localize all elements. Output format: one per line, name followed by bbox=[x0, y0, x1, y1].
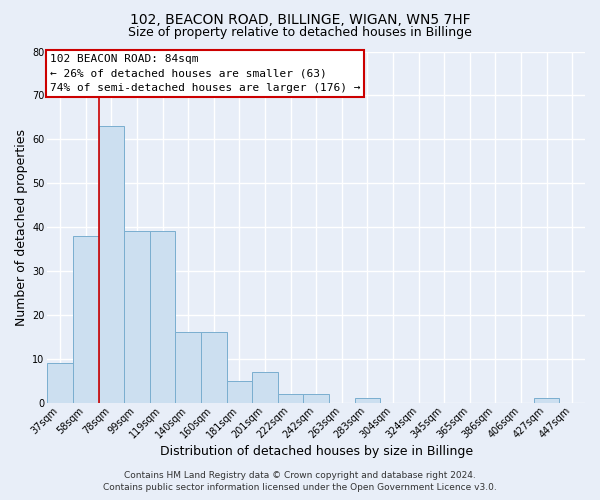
Bar bbox=[252, 372, 278, 402]
Bar bbox=[304, 394, 329, 402]
Text: 102, BEACON ROAD, BILLINGE, WIGAN, WN5 7HF: 102, BEACON ROAD, BILLINGE, WIGAN, WN5 7… bbox=[130, 12, 470, 26]
Bar bbox=[175, 332, 201, 402]
Text: Size of property relative to detached houses in Billinge: Size of property relative to detached ho… bbox=[128, 26, 472, 39]
Bar bbox=[73, 236, 98, 402]
Bar bbox=[227, 380, 252, 402]
Bar bbox=[150, 232, 175, 402]
Bar bbox=[98, 126, 124, 402]
Bar bbox=[278, 394, 304, 402]
Text: Contains HM Land Registry data © Crown copyright and database right 2024.
Contai: Contains HM Land Registry data © Crown c… bbox=[103, 471, 497, 492]
Bar bbox=[201, 332, 227, 402]
Bar bbox=[355, 398, 380, 402]
Bar bbox=[124, 232, 150, 402]
Text: 102 BEACON ROAD: 84sqm
← 26% of detached houses are smaller (63)
74% of semi-det: 102 BEACON ROAD: 84sqm ← 26% of detached… bbox=[50, 54, 361, 94]
X-axis label: Distribution of detached houses by size in Billinge: Distribution of detached houses by size … bbox=[160, 444, 473, 458]
Y-axis label: Number of detached properties: Number of detached properties bbox=[15, 128, 28, 326]
Bar bbox=[534, 398, 559, 402]
Bar bbox=[47, 363, 73, 403]
